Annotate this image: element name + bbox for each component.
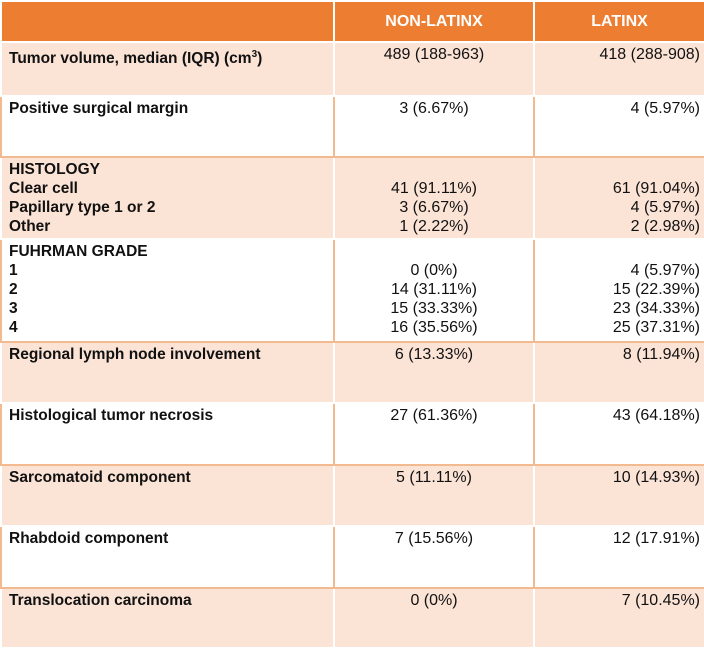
fuhrman-value: 15 (22.39%) — [612, 281, 700, 298]
label-necrosis: Histological tumor necrosis — [0, 402, 335, 466]
fuhrman-value: 4 (5.97%) — [630, 262, 700, 279]
value-histology-latinx: 61 (91.04%) 4 (5.97%) 2 (2.98%) — [533, 156, 704, 240]
label-tumor-volume: Tumor volume, median (IQR) (cm3) — [0, 41, 335, 97]
value-tumor-volume-latinx: 418 (288-908) — [533, 41, 704, 97]
value-surgical-margin-latinx: 4 (5.97%) — [533, 95, 704, 158]
fuhrman-value: 14 (31.11%) — [391, 281, 477, 298]
label-lymph-node: Regional lymph node involvement — [0, 341, 335, 404]
value-translocation-latinx: 7 (10.45%) — [533, 587, 704, 649]
fuhrman-heading: FUHRMAN GRADE — [9, 243, 148, 260]
value-histology-non-latinx: 41 (91.11%) 3 (6.67%) 1 (2.22%) — [333, 156, 535, 240]
histology-value: 2 (2.98%) — [630, 218, 700, 235]
value-tumor-volume-non-latinx: 489 (188-963) — [333, 41, 535, 97]
fuhrman-value: 23 (34.33%) — [612, 300, 700, 317]
row-surgical-margin: Positive surgical margin 3 (6.67%) 4 (5.… — [0, 95, 704, 158]
label-surgical-margin: Positive surgical margin — [0, 95, 335, 158]
header-blank — [0, 0, 335, 43]
row-rhabdoid: Rhabdoid component 7 (15.56%) 12 (17.91%… — [0, 525, 704, 589]
value-necrosis-latinx: 43 (64.18%) — [533, 402, 704, 466]
histology-value: 4 (5.97%) — [630, 199, 700, 216]
fuhrman-item: 4 — [9, 319, 18, 336]
row-fuhrman-grade: FUHRMAN GRADE 1 2 3 4 0 (0%) 14 (31.11%)… — [0, 238, 704, 343]
row-necrosis: Histological tumor necrosis 27 (61.36%) … — [0, 402, 704, 466]
header-non-latinx: NON-LATINX — [333, 0, 535, 43]
value-fuhrman-non-latinx: 0 (0%) 14 (31.11%) 15 (33.33%) 16 (35.56… — [333, 238, 535, 343]
row-tumor-volume: Tumor volume, median (IQR) (cm3) 489 (18… — [0, 41, 704, 97]
row-lymph-node: Regional lymph node involvement 6 (13.33… — [0, 341, 704, 404]
fuhrman-value: 25 (37.31%) — [612, 319, 700, 336]
fuhrman-item: 1 — [9, 262, 18, 279]
header-latinx: LATINX — [533, 0, 704, 43]
histology-heading: HISTOLOGY — [9, 161, 101, 178]
label-sarcomatoid: Sarcomatoid component — [0, 464, 335, 527]
histology-item: Papillary type 1 or 2 — [9, 199, 156, 216]
header-row: NON-LATINX LATINX — [0, 0, 704, 43]
value-surgical-margin-non-latinx: 3 (6.67%) — [333, 95, 535, 158]
row-histology: HISTOLOGY Clear cell Papillary type 1 or… — [0, 156, 704, 240]
value-sarcomatoid-non-latinx: 5 (11.11%) — [333, 464, 535, 527]
label-translocation: Translocation carcinoma — [0, 587, 335, 649]
fuhrman-value: 16 (35.56%) — [390, 319, 478, 336]
value-rhabdoid-non-latinx: 7 (15.56%) — [333, 525, 535, 589]
histology-item: Clear cell — [9, 180, 78, 197]
row-sarcomatoid: Sarcomatoid component 5 (11.11%) 10 (14.… — [0, 464, 704, 527]
fuhrman-value: 15 (33.33%) — [390, 300, 478, 317]
fuhrman-value: 0 (0%) — [410, 262, 458, 279]
fuhrman-item: 2 — [9, 281, 18, 298]
histology-value: 3 (6.67%) — [399, 199, 469, 216]
label-histology: HISTOLOGY Clear cell Papillary type 1 or… — [0, 156, 335, 240]
value-sarcomatoid-latinx: 10 (14.93%) — [533, 464, 704, 527]
label-rhabdoid: Rhabdoid component — [0, 525, 335, 589]
superscript: 3 — [251, 49, 258, 60]
histology-value: 1 (2.22%) — [399, 218, 469, 235]
value-necrosis-non-latinx: 27 (61.36%) — [333, 402, 535, 466]
histology-value: 61 (91.04%) — [612, 180, 700, 197]
value-lymph-node-latinx: 8 (11.94%) — [533, 341, 704, 404]
value-lymph-node-non-latinx: 6 (13.33%) — [333, 341, 535, 404]
value-fuhrman-latinx: 4 (5.97%) 15 (22.39%) 23 (34.33%) 25 (37… — [533, 238, 704, 343]
fuhrman-item: 3 — [9, 300, 18, 317]
histology-item: Other — [9, 218, 51, 235]
histology-value: 41 (91.11%) — [391, 180, 477, 197]
value-rhabdoid-latinx: 12 (17.91%) — [533, 525, 704, 589]
row-translocation: Translocation carcinoma 0 (0%) 7 (10.45%… — [0, 587, 704, 649]
label-fuhrman-grade: FUHRMAN GRADE 1 2 3 4 — [0, 238, 335, 343]
value-translocation-non-latinx: 0 (0%) — [333, 587, 535, 649]
